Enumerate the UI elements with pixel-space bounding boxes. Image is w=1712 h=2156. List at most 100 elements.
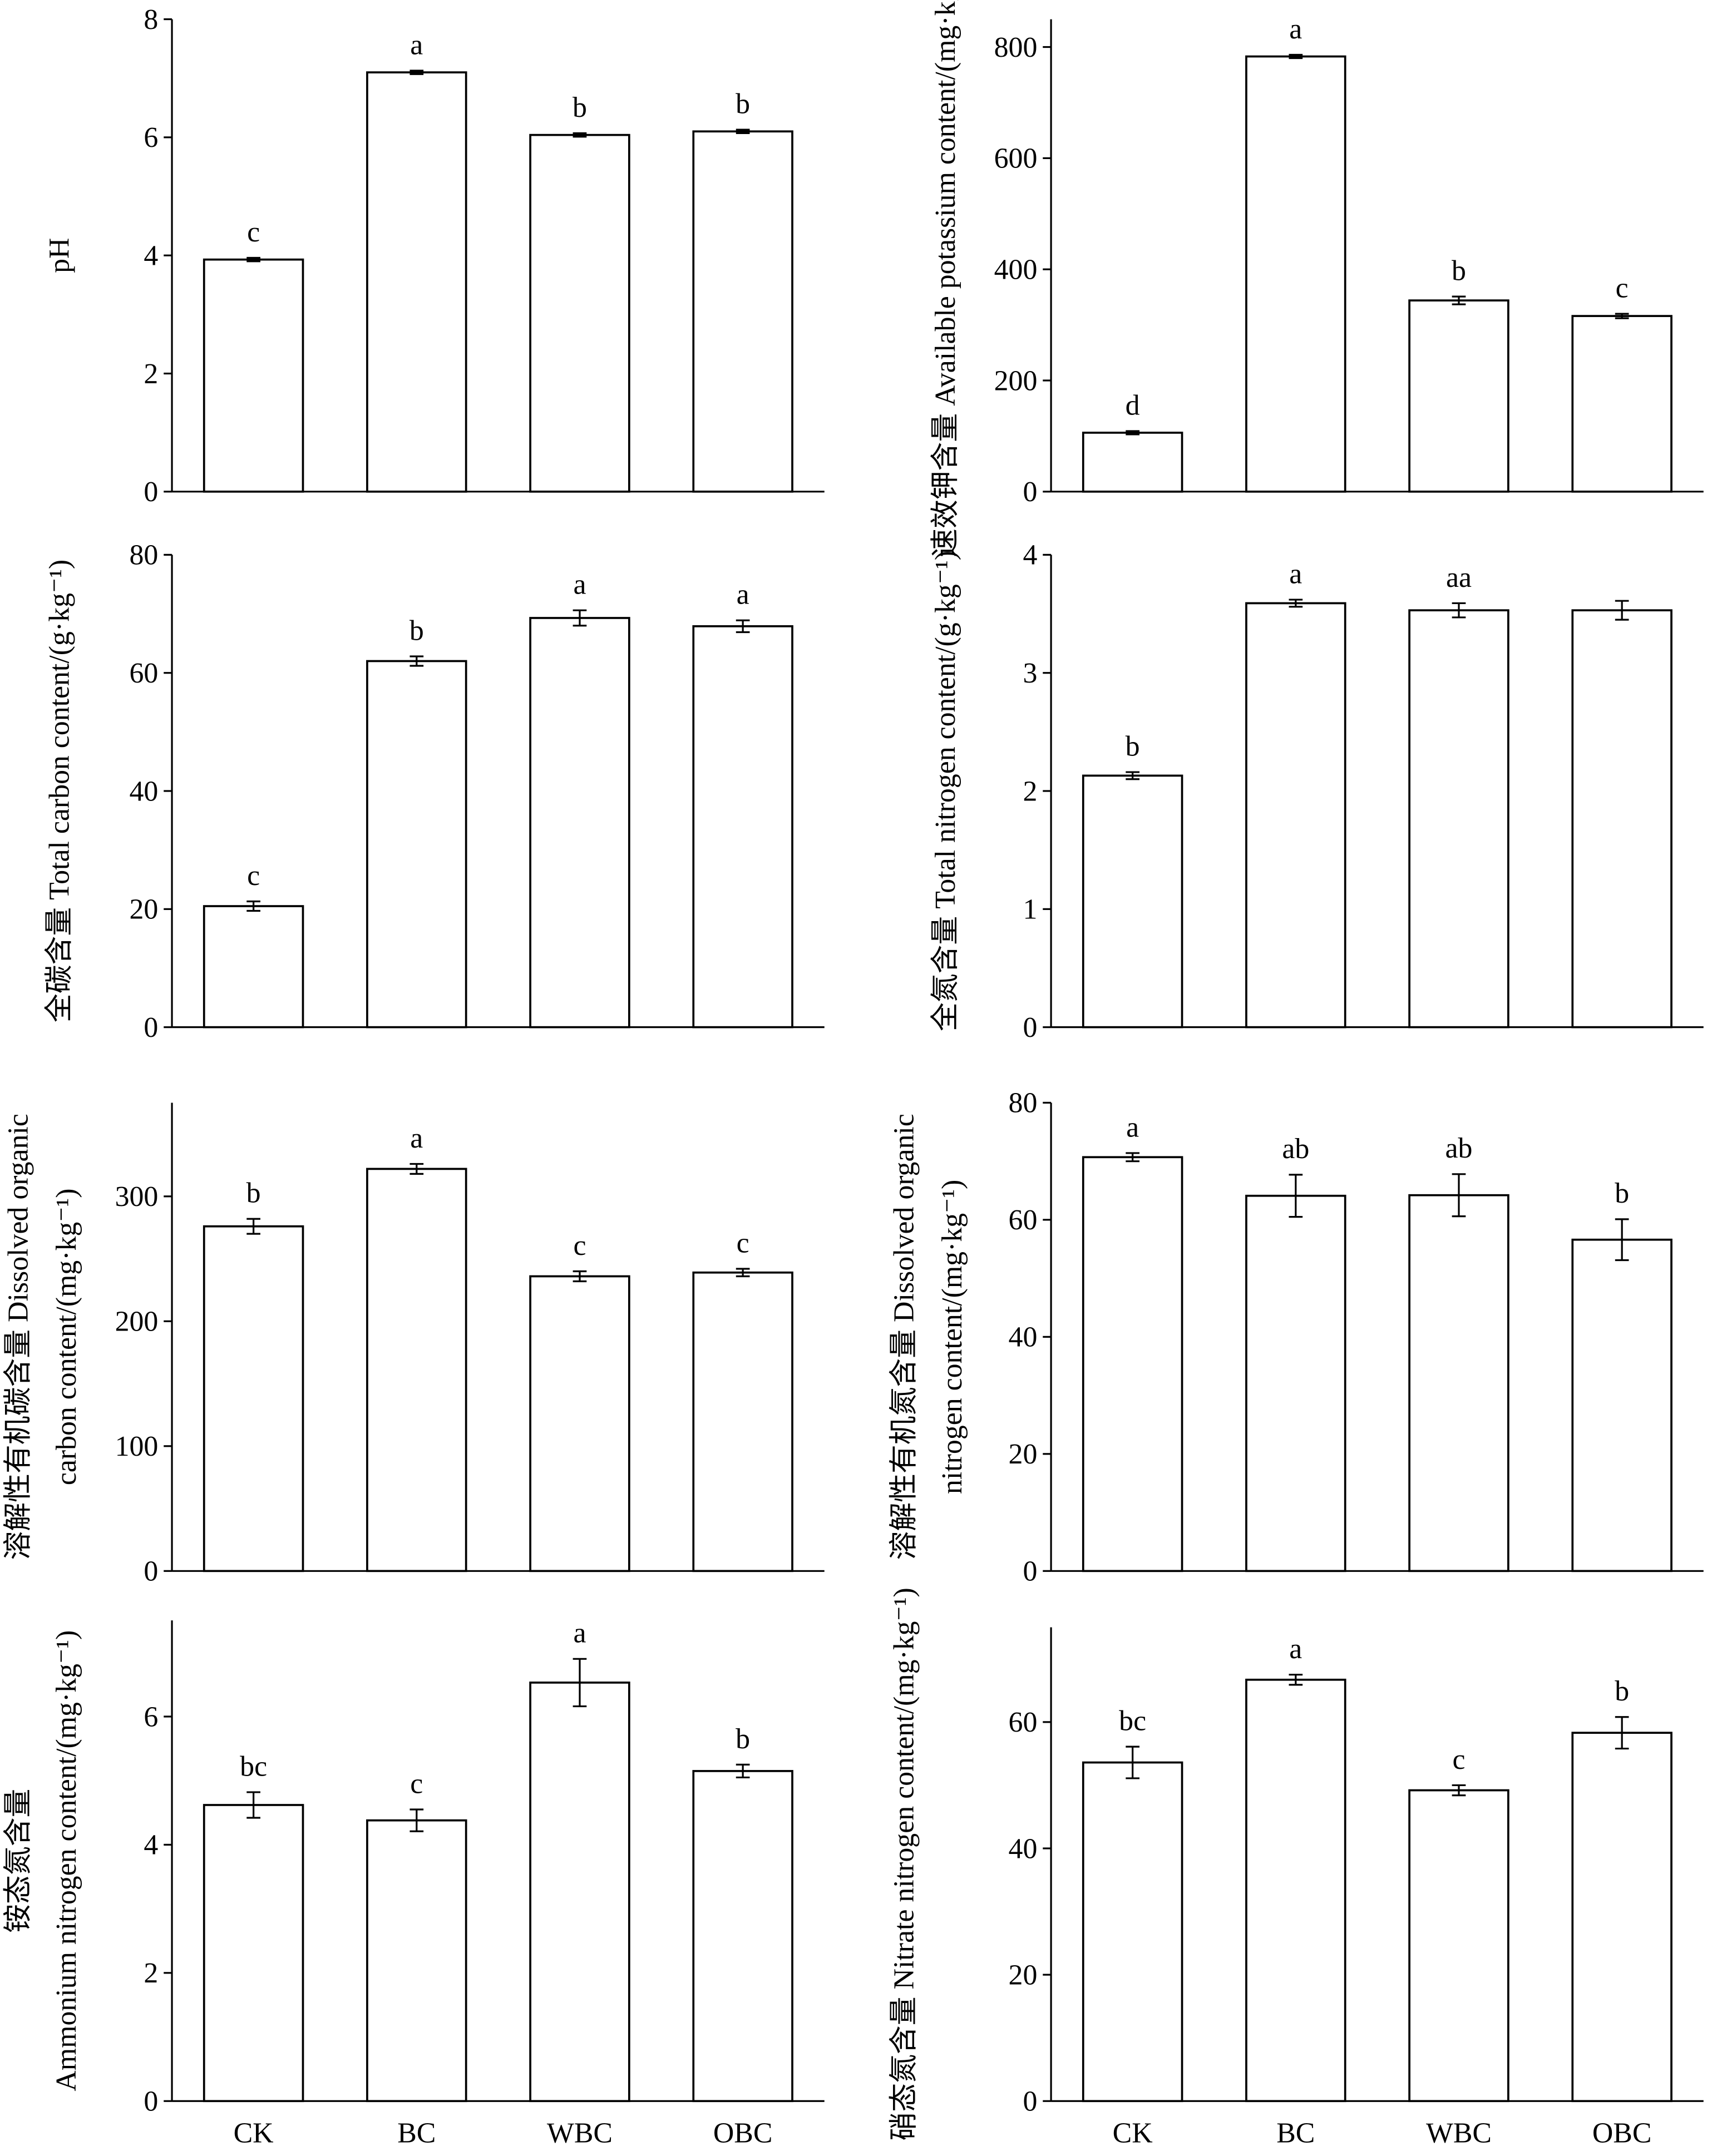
y-tick-label: 40 [130, 775, 159, 807]
y-tick-label: 0 [1023, 2086, 1037, 2118]
significance-label: ab [1282, 1133, 1309, 1165]
significance-label: a [573, 1618, 586, 1649]
x-tick-label: WBC [547, 2117, 613, 2149]
bar [529, 1275, 630, 1573]
y-tick-label: 100 [115, 1431, 159, 1462]
x-tick-label: BC [1276, 2117, 1315, 2149]
y-tick-label: 80 [1009, 1087, 1038, 1119]
y-tick-label: 20 [130, 894, 159, 926]
y-tick-label: 60 [1009, 1204, 1038, 1236]
significance-label: b [1615, 1178, 1629, 1209]
bar [1571, 609, 1672, 1028]
y-tick-label: 6 [144, 1701, 158, 1733]
bar [1082, 1761, 1183, 2103]
y-tick-label: 20 [1009, 1438, 1038, 1470]
y-axis-label: 速效钾含量 Available potassium content/(mg·kg… [930, 0, 961, 557]
significance-label: a [410, 29, 423, 61]
y-axis-label: 硝态氮含量 Nitrate nitrogen content/(mg·kg⁻¹) [889, 1588, 920, 2140]
significance-label: a [1126, 1111, 1139, 1143]
y-tick-label: 3 [1023, 657, 1037, 689]
significance-label: a [573, 569, 586, 601]
bar [203, 1804, 304, 2103]
significance-label: b [736, 88, 750, 120]
significance-label: aa [1446, 562, 1472, 594]
bar [1408, 609, 1509, 1028]
significance-label: a [1289, 13, 1302, 45]
y-tick-label: 60 [130, 657, 159, 689]
x-tick-label: WBC [1426, 2117, 1492, 2149]
significance-label: b [1615, 1675, 1629, 1707]
y-axis-label: 溶解性有机氮含量 Dissolved organic [889, 1114, 920, 1560]
significance-label: b [1126, 730, 1140, 762]
significance-label: c [410, 1768, 423, 1799]
bar [203, 905, 304, 1028]
significance-label: a [1289, 558, 1302, 590]
y-tick-label: 2 [144, 358, 158, 390]
bar [1245, 1678, 1346, 2103]
significance-label: bc [240, 1750, 267, 1782]
y-axis-label: nitrogen content/(mg·kg⁻¹) [936, 1180, 968, 1494]
y-axis-label: 铵态氮含量 [2, 1789, 34, 1933]
y-tick-label: 60 [1009, 1707, 1038, 1738]
bar [692, 1770, 793, 2103]
bar [366, 1819, 467, 2103]
y-axis-label: 全氮含量 Total nitrogen content/(g·kg⁻¹) [930, 551, 961, 1031]
significance-label: b [1452, 255, 1466, 287]
y-tick-label: 0 [1023, 1012, 1037, 1044]
y-tick-label: 0 [144, 1012, 158, 1044]
x-tick-label: CK [234, 2117, 274, 2149]
significance-label: b [410, 615, 424, 646]
significance-label: c [1452, 1744, 1465, 1776]
significance-label: a [410, 1122, 423, 1154]
significance-label: b [573, 92, 587, 123]
significance-label: a [737, 579, 749, 611]
y-tick-label: 0 [1023, 1556, 1037, 1588]
y-tick-label: 20 [1009, 1959, 1038, 1991]
bar [366, 660, 467, 1028]
bar [1082, 432, 1183, 493]
significance-label: c [573, 1230, 586, 1262]
y-tick-label: 600 [994, 143, 1038, 175]
bar [1082, 1156, 1183, 1573]
bar [1245, 55, 1346, 493]
significance-label: a [1289, 1633, 1302, 1665]
y-tick-label: 800 [994, 32, 1038, 63]
y-tick-label: 2 [1023, 775, 1037, 807]
y-tick-label: 0 [144, 2086, 158, 2118]
significance-label: c [737, 1227, 749, 1259]
y-tick-label: 300 [115, 1181, 159, 1213]
bar [692, 625, 793, 1028]
significance-label: c [247, 860, 260, 892]
significance-label: c [1616, 272, 1629, 304]
bar [692, 130, 793, 493]
y-axis-label: carbon content/(mg·kg⁻¹) [51, 1189, 82, 1486]
bar [1571, 1732, 1672, 2103]
y-tick-label: 4 [1023, 540, 1037, 571]
y-tick-label: 40 [1009, 1833, 1038, 1865]
significance-label: d [1126, 389, 1140, 421]
bar [692, 1271, 793, 1573]
y-tick-label: 0 [144, 1556, 158, 1588]
bar [1408, 1194, 1509, 1573]
y-tick-label: 2 [144, 1957, 158, 1989]
y-tick-label: 8 [144, 4, 158, 36]
y-tick-label: 1 [1023, 894, 1037, 926]
bar [203, 1225, 304, 1573]
bar [1082, 774, 1183, 1028]
bar [1245, 1194, 1346, 1573]
bar [203, 258, 304, 493]
y-axis-label: 溶解性有机碳含量 Dissolved organic [2, 1114, 34, 1560]
x-tick-label: OBC [1592, 2117, 1652, 2149]
y-tick-label: 6 [144, 122, 158, 154]
significance-label: bc [1119, 1705, 1146, 1737]
y-tick-label: 4 [144, 1829, 158, 1861]
y-tick-label: 0 [144, 476, 158, 508]
y-axis-label: Ammonium nitrogen content/(mg·kg⁻¹) [51, 1630, 82, 2091]
significance-label: ab [1445, 1133, 1473, 1164]
bar [1571, 1238, 1672, 1573]
y-tick-label: 400 [994, 254, 1038, 285]
y-axis-label: pH [43, 238, 75, 273]
x-tick-label: CK [1113, 2117, 1153, 2149]
